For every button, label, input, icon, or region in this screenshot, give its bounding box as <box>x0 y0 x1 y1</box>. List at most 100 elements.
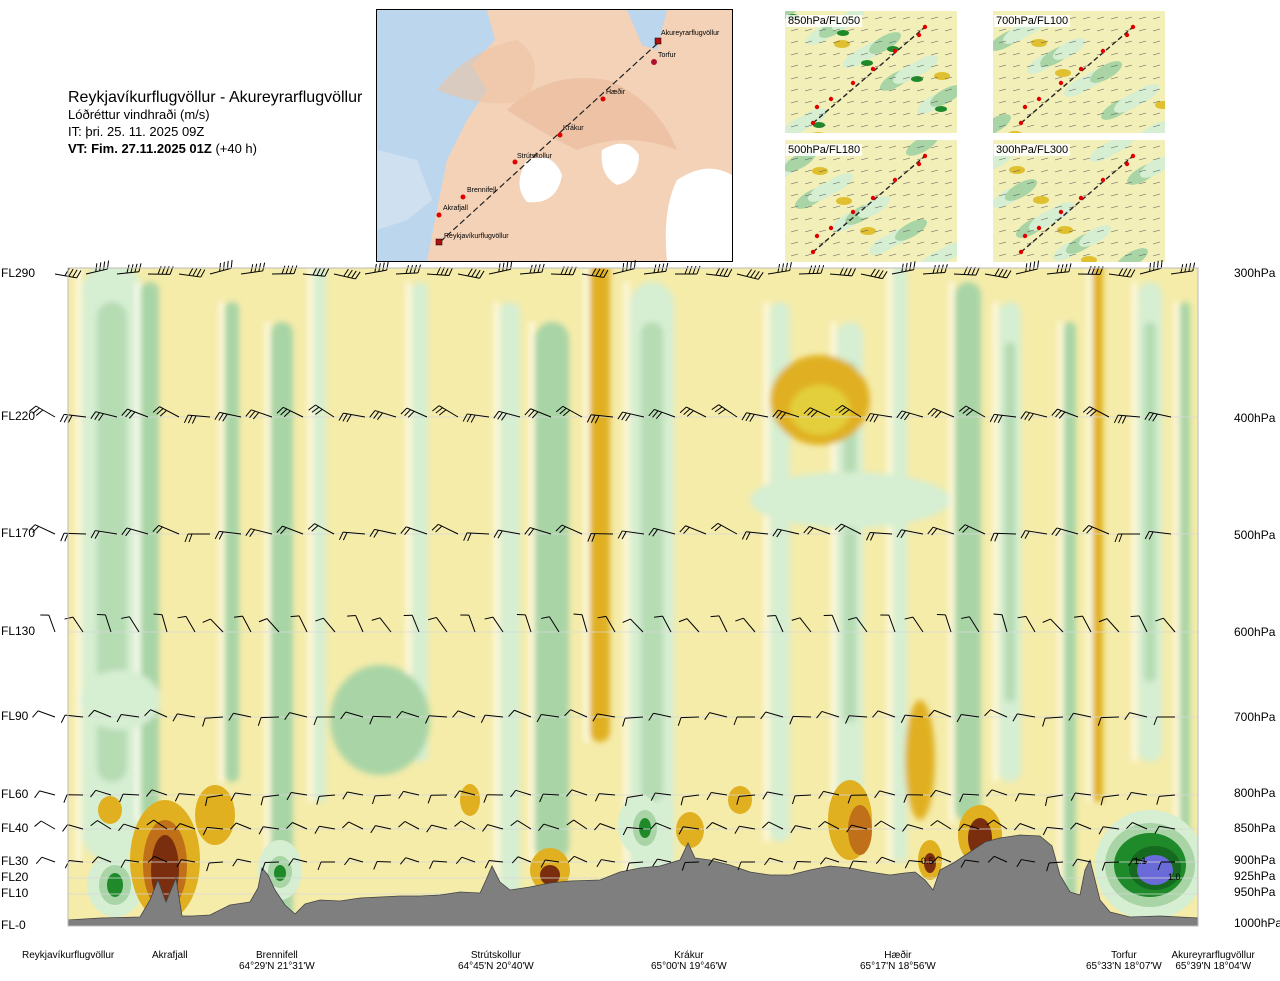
mini-map-barb <box>832 229 841 233</box>
flight-level-label: FL290 <box>1 266 36 280</box>
mini-map-barb <box>1152 76 1161 80</box>
mini-map-barb <box>874 52 883 56</box>
wind-barb <box>1072 858 1092 867</box>
mini-map-barb <box>790 40 799 44</box>
mini-map-barb <box>1068 217 1077 221</box>
mini-map-barb <box>1054 193 1063 197</box>
mini-map-route-point <box>810 249 816 255</box>
station-coordinate: 65°33'N 18°07'W <box>1086 961 1162 972</box>
zero-contour <box>406 282 411 762</box>
wind-barb <box>849 860 868 870</box>
mini-map-barb <box>902 76 911 80</box>
wind-barb <box>767 615 784 633</box>
map-label-brennifell: Brennifell <box>467 187 497 194</box>
mini-map-barb <box>1152 100 1161 104</box>
flight-level-label: FL10 <box>1 886 29 900</box>
wind-barb <box>90 530 118 539</box>
pressure-level-label: 700hPa <box>1234 710 1276 724</box>
mini-map-barb <box>1082 64 1091 68</box>
wind-barb <box>395 264 422 275</box>
mini-map-barb <box>1096 124 1105 128</box>
mini-map-barb <box>1040 193 1049 197</box>
wind-barb <box>1015 260 1040 275</box>
mini-map-barb <box>1012 253 1021 257</box>
mini-map-barb <box>1138 124 1147 128</box>
zero-contour <box>219 302 224 782</box>
mini-map-barb <box>874 181 883 185</box>
mini-map-barb <box>790 205 799 209</box>
mini-map-shading <box>858 196 890 218</box>
mini-map-barb <box>818 217 827 221</box>
mini-map-route-point <box>1018 120 1024 126</box>
flight-level-label: FL40 <box>1 821 29 835</box>
wind-barb <box>90 820 112 830</box>
mini-map-barb <box>1124 205 1133 209</box>
mini-map-barb <box>832 64 841 68</box>
mini-map-barb <box>846 52 855 56</box>
velocity-band <box>271 322 293 922</box>
mini-map-route-point <box>1124 161 1130 167</box>
mini-map-barb <box>930 217 939 221</box>
mini-map-barb <box>1082 112 1091 116</box>
wind-barb <box>290 615 308 633</box>
mini-map-barb <box>846 64 855 68</box>
wind-barb <box>1082 406 1110 418</box>
mini-map-barb <box>1026 217 1035 221</box>
mini-map-barb <box>1082 124 1091 128</box>
mini-map-barb <box>1096 40 1105 44</box>
mini-map-barb <box>930 169 939 173</box>
wind-barb <box>735 617 756 633</box>
mini-map-barb <box>846 253 855 257</box>
wind-barb <box>900 714 924 723</box>
velocity-band <box>412 282 428 762</box>
mini-map-barb <box>1110 40 1119 44</box>
mini-map-barb <box>1124 217 1133 221</box>
mini-map-barb <box>1096 88 1105 92</box>
wind-barb <box>1082 524 1110 535</box>
mini-map-700-svg <box>993 11 1165 133</box>
mini-map-barb <box>804 64 813 68</box>
mini-map-core <box>1155 101 1165 109</box>
pressure-level-label: 400hPa <box>1234 411 1276 425</box>
mini-map-barb <box>1068 124 1077 128</box>
mini-map-core <box>1055 69 1071 77</box>
wind-barb <box>736 794 756 805</box>
mini-map-barb <box>1068 181 1077 185</box>
mini-map-barb <box>902 205 911 209</box>
wind-barb <box>848 616 868 633</box>
mini-map-core <box>934 72 950 80</box>
mini-map-barb <box>998 205 1007 209</box>
shading-layer <box>68 268 1198 926</box>
mini-map-barb <box>944 217 953 221</box>
mini-map-barb <box>1082 100 1091 104</box>
wind-barb <box>480 714 504 723</box>
wind-barb <box>302 267 330 277</box>
wind-barb <box>209 260 233 275</box>
mini-map-barb <box>832 28 841 32</box>
wind-barb <box>874 790 896 799</box>
mini-map-barb <box>1082 169 1091 173</box>
mini-map-barb <box>944 124 953 128</box>
wind-barb <box>307 523 335 535</box>
mini-map-barb <box>930 112 939 116</box>
mini-map-barb <box>930 205 939 209</box>
mini-map-barb <box>888 217 897 221</box>
wind-barb <box>29 405 56 418</box>
velocity-band <box>500 302 520 902</box>
updraft-area <box>330 665 430 775</box>
wind-barb <box>462 413 490 423</box>
mini-map-barb <box>1096 205 1105 209</box>
map-label-akrafjall: Akrafjall <box>443 205 468 212</box>
mini-map-barb <box>1082 40 1091 44</box>
mini-map-barb <box>1138 205 1147 209</box>
wind-barb <box>454 820 476 830</box>
wind-barb <box>865 413 893 423</box>
wind-barb <box>710 522 738 535</box>
mini-map-barb <box>818 28 827 32</box>
wind-barb <box>1016 859 1036 868</box>
mini-map-barb <box>930 100 939 104</box>
wind-barb <box>400 526 428 536</box>
mini-map-barb <box>818 205 827 209</box>
mini-map-barb <box>998 52 1007 56</box>
mini-map-barb <box>804 241 813 245</box>
